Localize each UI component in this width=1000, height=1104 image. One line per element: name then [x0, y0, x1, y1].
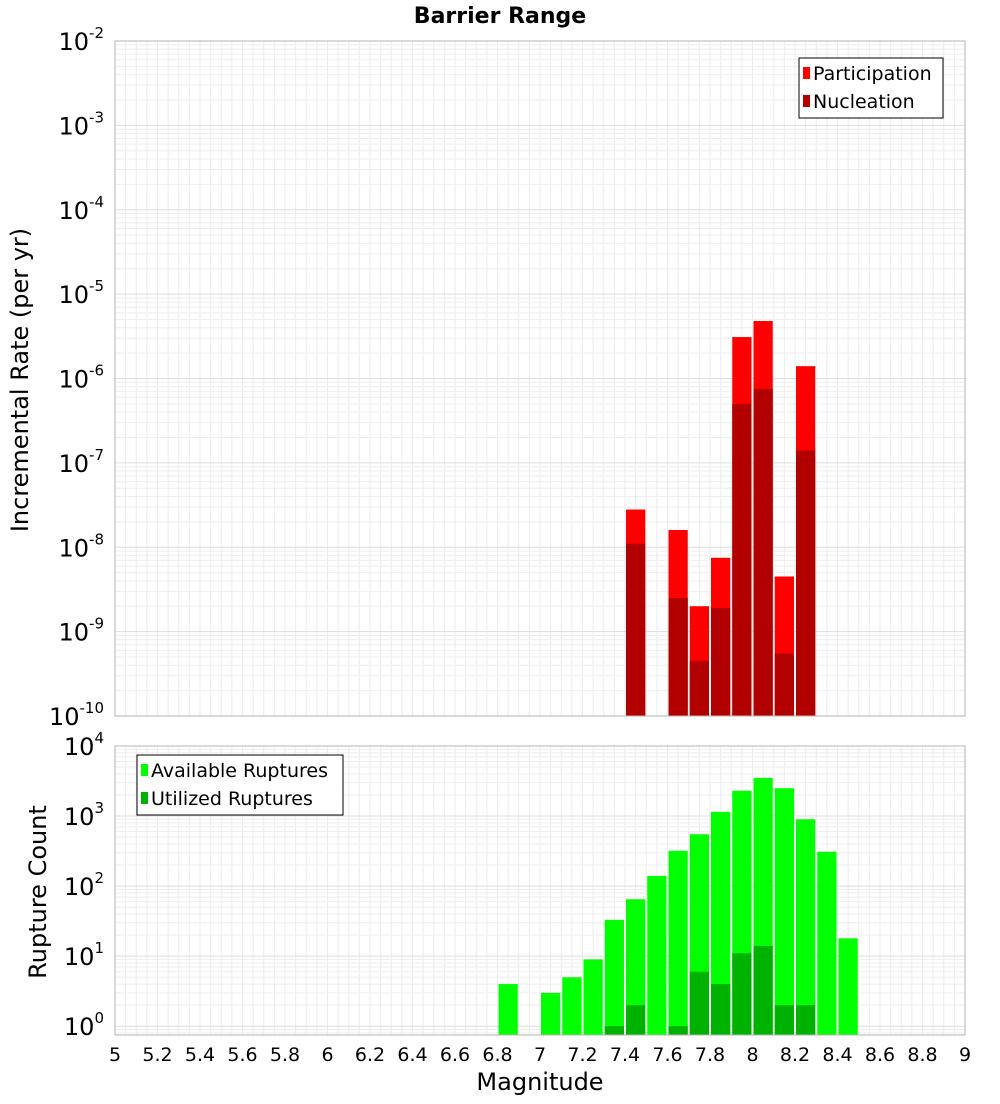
- x-tick-label: 8.4: [822, 1044, 852, 1066]
- bottom-legend-box: [136, 754, 344, 816]
- top-y-tick-label: 10-8: [58, 530, 104, 562]
- x-tick-label: 6.6: [440, 1044, 470, 1066]
- top-y-tick-label: 10-5: [58, 277, 104, 309]
- top-y-tick-label: 10-2: [58, 24, 104, 56]
- bottom-bar-utilized-ruptures: [668, 1026, 688, 1035]
- top-bar-nucleation: [626, 543, 646, 716]
- bottom-bar-available-ruptures: [626, 899, 646, 1035]
- bottom-bar-utilized-ruptures: [626, 1005, 646, 1035]
- bottom-bar-available-ruptures: [498, 984, 518, 1035]
- x-tick-label: 6.8: [482, 1044, 512, 1066]
- bottom-y-tick-label: 103: [64, 799, 104, 831]
- top-legend: Participation Nucleation: [798, 57, 944, 119]
- bottom-legend-label: Available Ruptures: [151, 760, 328, 782]
- x-tick-label: 6.4: [397, 1044, 427, 1066]
- bottom-bar-utilized-ruptures: [711, 984, 731, 1035]
- x-tick-label: 7.8: [695, 1044, 725, 1066]
- x-tick-label: 5.6: [227, 1044, 257, 1066]
- x-tick-label: 5.2: [142, 1044, 172, 1066]
- bottom-legend-swatch: [141, 764, 148, 776]
- bottom-legend-swatch: [141, 792, 148, 804]
- top-y-tick-label: 10-7: [58, 446, 104, 478]
- bottom-y-tick-label: 100: [64, 1009, 104, 1041]
- bottom-y-tick-label: 104: [64, 729, 104, 761]
- bottom-bar-utilized-ruptures: [689, 971, 709, 1035]
- bottom-bar-available-ruptures: [668, 850, 688, 1035]
- bottom-bar-utilized-ruptures: [796, 1005, 816, 1035]
- bottom-bar-utilized-ruptures: [732, 953, 752, 1035]
- x-tick-label: 6.2: [355, 1044, 385, 1066]
- bottom-bar-available-ruptures: [774, 788, 794, 1035]
- top-bar-nucleation: [689, 660, 709, 716]
- top-plot-frame: [114, 40, 966, 717]
- bottom-bar-utilized-ruptures: [604, 1026, 624, 1035]
- bottom-bar-available-ruptures: [604, 919, 624, 1035]
- bottom-bar-available-ruptures: [647, 875, 667, 1035]
- x-tick-label: 7.2: [567, 1044, 597, 1066]
- top-legend-swatch: [803, 67, 810, 79]
- bottom-legend-label: Utilized Ruptures: [151, 788, 313, 810]
- bottom-bar-utilized-ruptures: [753, 945, 773, 1035]
- top-legend-label: Nucleation: [813, 91, 915, 113]
- x-tick-label: 7.4: [610, 1044, 640, 1066]
- top-legend-swatch: [803, 95, 810, 107]
- bottom-y-tick-label: 102: [64, 869, 104, 901]
- top-bar-nucleation: [668, 598, 688, 716]
- x-tick-label: 8.6: [865, 1044, 895, 1066]
- x-tick-label: 7: [534, 1044, 546, 1066]
- x-tick-label: 6: [321, 1044, 333, 1066]
- bottom-bar-available-ruptures: [711, 811, 731, 1035]
- x-tick-label: 5.4: [185, 1044, 215, 1066]
- top-y-tick-label: 10-3: [58, 108, 104, 140]
- x-tick-label: 7.6: [652, 1044, 682, 1066]
- x-tick-label: 5: [109, 1044, 121, 1066]
- x-tick-label: 8.2: [780, 1044, 810, 1066]
- top-bar-nucleation: [711, 608, 731, 716]
- top-legend-label: Participation: [813, 63, 932, 85]
- bottom-bar-utilized-ruptures: [774, 1005, 794, 1035]
- bottom-y-axis-label: Rupture Count: [24, 805, 52, 979]
- x-tick-label: 8.8: [907, 1044, 937, 1066]
- top-y-tick-label: 10-6: [58, 362, 104, 394]
- top-y-tick-label: 10-9: [58, 615, 104, 647]
- bottom-bar-available-ruptures: [796, 819, 816, 1035]
- top-y-tick-label: 10-4: [58, 193, 104, 225]
- bottom-y-tick-label: 101: [64, 939, 104, 971]
- x-tick-label: 9: [959, 1044, 971, 1066]
- top-bar-nucleation: [774, 653, 794, 716]
- x-tick-label: 5.8: [270, 1044, 300, 1066]
- chart-title: Barrier Range: [414, 4, 586, 29]
- bottom-legend: Available Ruptures Utilized Ruptures: [136, 754, 344, 816]
- x-tick-label: 8: [746, 1044, 758, 1066]
- bottom-bar-available-ruptures: [562, 977, 582, 1035]
- top-legend-box: [798, 57, 944, 119]
- top-y-axis-label: Incremental Rate (per yr): [6, 228, 34, 532]
- bottom-bar-available-ruptures: [817, 851, 837, 1035]
- bottom-panel: 104 103 102 101 100 Available Ruptures Utilize…: [64, 729, 966, 1041]
- top-bar-nucleation: [796, 450, 816, 716]
- top-bar-nucleation: [753, 389, 773, 716]
- x-axis-label: Magnitude: [476, 1068, 603, 1096]
- bottom-plot-frame: [114, 745, 966, 1036]
- top-panel: 10-2 10-3 10-4 10-5 10-6 10-7 10-8 10-9 10-10 Par…: [49, 24, 966, 731]
- bottom-bar-available-ruptures: [583, 959, 603, 1035]
- top-bar-nucleation: [732, 403, 752, 716]
- bottom-bar-available-ruptures: [541, 992, 561, 1035]
- bottom-bar-available-ruptures: [838, 938, 858, 1035]
- top-y-tick-label: 10-10: [49, 699, 104, 731]
